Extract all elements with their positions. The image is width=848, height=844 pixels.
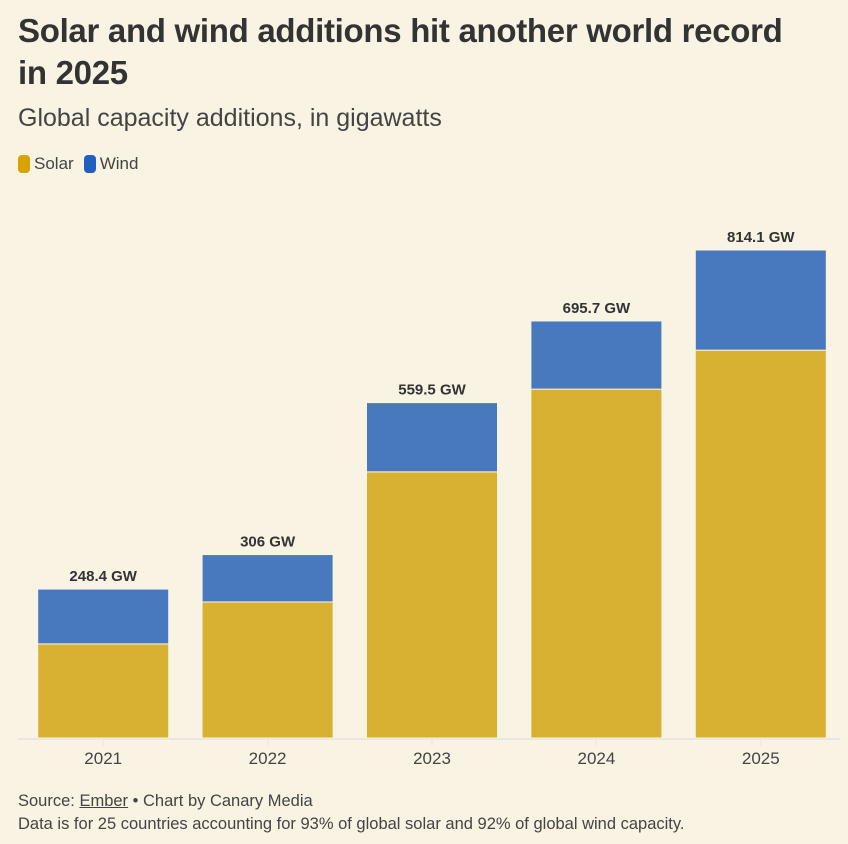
- chart-title: Solar and wind additions hit another wor…: [18, 12, 783, 91]
- bar-solar-2024[interactable]: [530, 388, 663, 739]
- x-tick-label-2022: 2022: [249, 749, 287, 768]
- x-tick-label-2023: 2023: [413, 749, 451, 768]
- legend-swatch-solar: [18, 155, 30, 173]
- legend: Solar Wind: [18, 154, 138, 174]
- source-line: Source: Ember • Chart by Canary Media: [18, 790, 685, 813]
- source-suffix: • Chart by Canary Media: [128, 792, 313, 810]
- bar-solar-2025[interactable]: [694, 349, 827, 739]
- total-label-2022: 306 GW: [240, 534, 296, 551]
- x-tick-label-2021: 2021: [84, 749, 122, 768]
- bar-wind-2021[interactable]: [37, 588, 170, 645]
- legend-label-solar: Solar: [34, 154, 74, 173]
- bar-solar-2021[interactable]: [37, 643, 170, 739]
- source-link-ember[interactable]: Ember: [79, 792, 129, 810]
- footer: Source: Ember • Chart by Canary Media Da…: [18, 790, 685, 836]
- data-note: Data is for 25 countries accounting for …: [18, 815, 685, 833]
- total-label-2023: 559.5 GW: [398, 382, 466, 399]
- chart-subtitle: Global capacity additions, in gigawatts: [18, 104, 442, 132]
- bar-wind-2022[interactable]: [201, 554, 334, 603]
- legend-item-solar[interactable]: Solar: [18, 154, 74, 174]
- legend-swatch-wind: [83, 155, 96, 173]
- x-tick-label-2025: 2025: [742, 749, 780, 768]
- bar-wind-2025[interactable]: [694, 249, 827, 351]
- source-prefix: Source:: [18, 792, 80, 810]
- legend-item-wind[interactable]: Wind: [83, 154, 139, 174]
- x-tick-label-2024: 2024: [577, 749, 615, 768]
- total-label-2025: 814.1 GW: [727, 229, 795, 246]
- bar-wind-2024[interactable]: [530, 320, 663, 390]
- legend-label-wind: Wind: [99, 154, 139, 173]
- bar-wind-2023[interactable]: [366, 402, 498, 473]
- total-label-2021: 248.4 GW: [69, 568, 137, 585]
- bar-solar-2023[interactable]: [366, 471, 498, 739]
- bar-solar-2022[interactable]: [201, 601, 334, 739]
- total-label-2024: 695.7 GW: [563, 300, 631, 317]
- bar-chart: 248.4 GW 2021 306 GW 2022 559.5 GW 2023 695.7 …: [18, 229, 840, 768]
